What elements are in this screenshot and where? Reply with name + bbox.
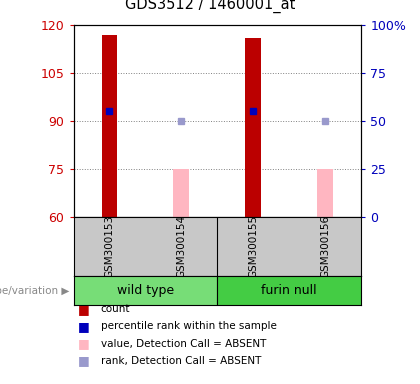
Text: value, Detection Call = ABSENT: value, Detection Call = ABSENT [101, 339, 266, 349]
Bar [245, 38, 261, 217]
Text: GDS3512 / 1460001_at: GDS3512 / 1460001_at [125, 0, 295, 13]
Text: GSM300155: GSM300155 [248, 215, 258, 278]
Text: ■: ■ [78, 354, 89, 367]
Bar [102, 35, 117, 217]
Text: furin null: furin null [262, 285, 317, 297]
Text: ■: ■ [78, 337, 89, 350]
Text: wild type: wild type [117, 285, 174, 297]
Text: genotype/variation ▶: genotype/variation ▶ [0, 286, 69, 296]
Text: percentile rank within the sample: percentile rank within the sample [101, 321, 277, 331]
Bar [173, 169, 189, 217]
Text: GSM300156: GSM300156 [320, 215, 330, 278]
Text: GSM300154: GSM300154 [176, 215, 186, 278]
Text: count: count [101, 304, 130, 314]
Text: rank, Detection Call = ABSENT: rank, Detection Call = ABSENT [101, 356, 261, 366]
Text: GSM300153: GSM300153 [105, 215, 115, 278]
Bar [318, 169, 333, 217]
Text: ■: ■ [78, 320, 89, 333]
Text: ■: ■ [78, 303, 89, 316]
